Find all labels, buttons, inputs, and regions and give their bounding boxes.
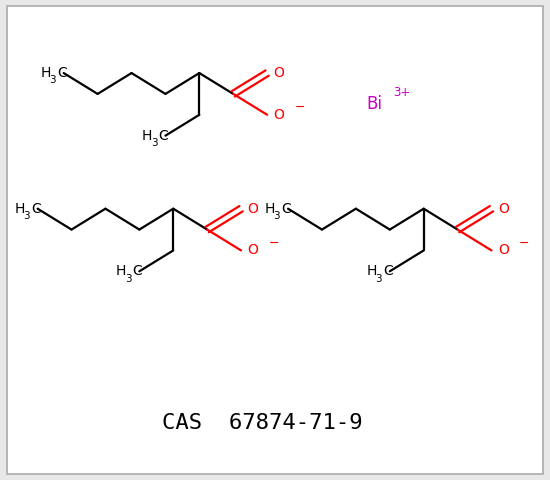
Text: O: O: [248, 202, 258, 216]
Text: 3: 3: [23, 211, 30, 221]
Text: C: C: [31, 202, 41, 216]
Text: 3: 3: [375, 274, 382, 284]
Text: C: C: [133, 264, 142, 278]
FancyBboxPatch shape: [7, 6, 543, 474]
Text: 3: 3: [49, 75, 56, 85]
Text: Bi: Bi: [366, 96, 382, 113]
Text: C: C: [57, 66, 67, 80]
Text: C: C: [281, 202, 291, 216]
Text: −: −: [268, 237, 279, 250]
Text: 3: 3: [151, 138, 157, 148]
Text: H: H: [14, 202, 25, 216]
Text: O: O: [273, 66, 284, 80]
Text: −: −: [294, 101, 305, 114]
Text: C: C: [158, 129, 168, 143]
Text: 3+: 3+: [393, 86, 411, 99]
Text: H: H: [366, 264, 377, 278]
Text: CAS  67874-71-9: CAS 67874-71-9: [162, 413, 362, 432]
Text: H: H: [40, 66, 51, 80]
Text: O: O: [498, 202, 509, 216]
Text: O: O: [248, 243, 258, 257]
Text: 3: 3: [125, 274, 131, 284]
Text: H: H: [142, 129, 152, 143]
Text: C: C: [383, 264, 393, 278]
Text: −: −: [519, 237, 529, 250]
Text: H: H: [116, 264, 126, 278]
Text: 3: 3: [273, 211, 280, 221]
Text: O: O: [498, 243, 509, 257]
Text: O: O: [273, 108, 284, 122]
Text: H: H: [265, 202, 275, 216]
